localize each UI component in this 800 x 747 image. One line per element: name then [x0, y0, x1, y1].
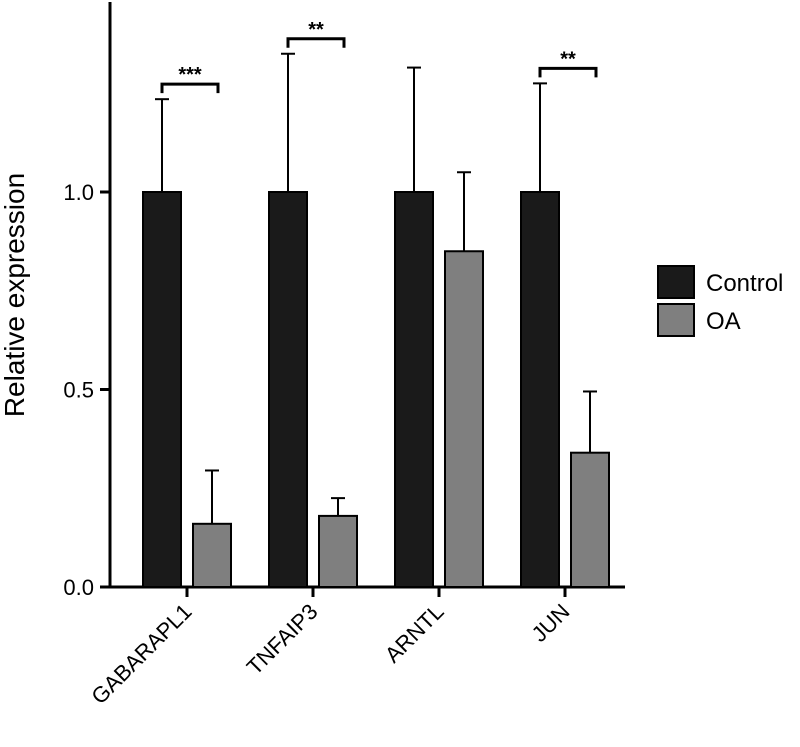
- significance-label: **: [308, 19, 324, 41]
- y-tick-label: 1.0: [63, 180, 94, 205]
- y-tick-label: 0.5: [63, 378, 94, 403]
- bar-control-arntl: [394, 191, 434, 588]
- significance-label: ***: [178, 64, 202, 86]
- bar-oa-gabarapl1: [192, 522, 232, 588]
- x-tick-labels: GABARAPL1 TNFAIP3 ARNTL JUN: [86, 587, 575, 709]
- bar-oa-tnfaip3: [318, 514, 358, 589]
- significance-brackets: *******: [160, 19, 598, 94]
- x-tick-label: ARNTL: [380, 599, 449, 668]
- y-axis-label: Relative expression: [0, 173, 30, 417]
- x-tick-label: JUN: [527, 599, 575, 647]
- legend-swatch-oa: [657, 303, 695, 337]
- legend-label-oa: OA: [706, 308, 741, 335]
- bars: [142, 191, 610, 589]
- significance-label: **: [560, 48, 576, 70]
- legend: Control OA: [657, 265, 783, 337]
- significance-bracket: [538, 66, 598, 78]
- legend-swatch-control: [657, 265, 695, 299]
- significance-bracket: [160, 82, 220, 94]
- bar-oa-arntl: [444, 250, 484, 588]
- bar-control-tnfaip3: [268, 191, 308, 588]
- bar-oa-jun: [570, 451, 610, 589]
- y-tick-label: 0.0: [63, 575, 94, 600]
- x-tick-label: TNFAIP3: [242, 599, 323, 680]
- bar-control-jun: [520, 191, 560, 588]
- significance-bracket: [286, 37, 346, 48]
- error-bars: [155, 52, 597, 524]
- legend-label-control: Control: [706, 270, 783, 297]
- x-tick-label: GABARAPL1: [86, 599, 196, 709]
- bar-control-gabarapl1: [142, 191, 182, 588]
